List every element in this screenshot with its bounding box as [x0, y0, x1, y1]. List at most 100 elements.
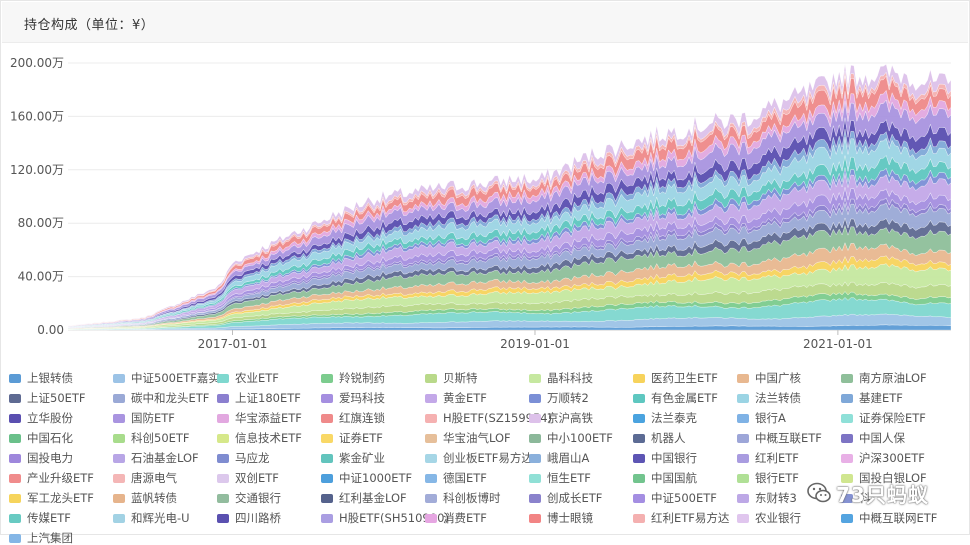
legend-item[interactable]: 中国国航 — [633, 471, 697, 485]
legend-swatch — [633, 433, 645, 443]
legend-item[interactable]: 中证1000ETF — [321, 471, 412, 485]
legend-item[interactable]: 中概互联ETF — [737, 431, 822, 445]
legend-item[interactable]: 创成长ETF — [529, 491, 602, 505]
legend-item[interactable]: 中国广核 — [737, 371, 801, 385]
legend-item[interactable]: 传媒ETF — [9, 511, 71, 525]
legend-item[interactable]: 羚锐制药 — [321, 371, 385, 385]
legend-item[interactable]: 德国ETF — [425, 471, 487, 485]
legend-item[interactable]: 上汽集团 — [9, 531, 73, 545]
legend-item[interactable]: 爱玛科技 — [321, 391, 385, 405]
legend-label: 红利基金LOF — [339, 491, 407, 505]
legend-label: 双创ETF — [235, 471, 279, 485]
legend-item[interactable]: 证券保险ETF — [841, 411, 926, 425]
legend-item[interactable]: 立华股份 — [9, 411, 73, 425]
legend-label: 法兰泰克 — [651, 411, 697, 425]
legend-item[interactable]: 贝斯特 — [425, 371, 478, 385]
legend-item[interactable]: 信息技术ETF — [217, 431, 302, 445]
legend-item[interactable]: 科创50ETF — [113, 431, 190, 445]
legend-item[interactable]: 军工龙头ETF — [9, 491, 94, 505]
legend-item[interactable]: 和辉光电-U — [113, 511, 190, 525]
legend-item[interactable]: 博士眼镜 — [529, 511, 593, 525]
legend-swatch — [321, 473, 333, 483]
legend-item[interactable]: 恒生ETF — [529, 471, 591, 485]
legend-item[interactable]: 有色金属ETF — [633, 391, 718, 405]
legend-item[interactable]: 农业银行 — [737, 511, 801, 525]
legend-swatch — [217, 493, 229, 503]
legend-swatch — [529, 453, 541, 463]
legend-swatch — [217, 513, 229, 523]
legend-item[interactable]: 中国人保 — [841, 431, 905, 445]
legend-item[interactable]: 基建ETF — [841, 391, 903, 405]
legend-item[interactable]: 京沪高铁 — [529, 411, 593, 425]
legend-item[interactable]: 中国银行 — [633, 451, 697, 465]
legend-item[interactable]: 上银转债 — [9, 371, 73, 385]
legend-item[interactable]: 晶科科技 — [529, 371, 593, 385]
legend-item[interactable]: 峨眉山A — [529, 451, 589, 465]
legend-swatch — [321, 513, 333, 523]
series-layers — [67, 64, 952, 331]
legend-item[interactable]: 沪深300ETF — [841, 451, 925, 465]
legend-item[interactable]: 红旗连锁 — [321, 411, 385, 425]
legend-swatch — [113, 513, 125, 523]
legend-swatch — [217, 453, 229, 463]
legend-item[interactable]: 四川路桥 — [217, 511, 281, 525]
legend-item[interactable]: 科 — [841, 491, 871, 505]
legend-item[interactable]: 国投白银LOF — [841, 471, 927, 485]
legend-item[interactable]: 蓝帆转债 — [113, 491, 177, 505]
legend-label: 中国银行 — [651, 451, 697, 465]
legend-item[interactable]: 国投电力 — [9, 451, 73, 465]
legend-swatch — [633, 453, 645, 463]
legend-item[interactable]: 机器人 — [633, 431, 686, 445]
legend-item[interactable]: 东财转3 — [737, 491, 797, 505]
legend-item[interactable]: 红利ETF — [737, 451, 799, 465]
legend-label: 德国ETF — [443, 471, 487, 485]
legend-item[interactable]: 紫金矿业 — [321, 451, 385, 465]
legend-item[interactable]: 石油基金LOF — [113, 451, 199, 465]
legend-label: 四川路桥 — [235, 511, 281, 525]
legend-swatch — [529, 373, 541, 383]
y-tick-label: 80.00万 — [18, 216, 64, 230]
legend-swatch — [633, 393, 645, 403]
legend-item[interactable]: 中证500ETF — [633, 491, 717, 505]
legend-item[interactable]: 法兰泰克 — [633, 411, 697, 425]
legend-item[interactable]: 银行ETF — [737, 471, 799, 485]
legend-item[interactable]: 红利基金LOF — [321, 491, 407, 505]
legend-item[interactable]: 南方原油LOF — [841, 371, 927, 385]
legend-label: 上汽集团 — [27, 531, 73, 545]
legend-item[interactable]: 华宝添益ETF — [217, 411, 302, 425]
legend-item[interactable]: 消费ETF — [425, 511, 487, 525]
series-area[interactable] — [67, 64, 952, 327]
legend-item[interactable]: 红利ETF易方达 — [633, 511, 729, 525]
legend-item[interactable]: 中小100ETF — [529, 431, 613, 445]
stacked-area-chart[interactable]: 0.00 40.00万 80.00万 120.00万 160.00万 200.00万 201… — [1, 43, 969, 369]
legend-item[interactable]: 马应龙 — [217, 451, 270, 465]
legend-item[interactable]: H股ETF(SZ159954) — [425, 411, 552, 425]
legend-item[interactable]: 医药卫生ETF — [633, 371, 718, 385]
legend-item[interactable]: 双创ETF — [217, 471, 279, 485]
legend-label: 国投白银LOF — [859, 471, 927, 485]
legend-item[interactable]: 法兰转债 — [737, 391, 801, 405]
legend-item[interactable]: 证券ETF — [321, 431, 383, 445]
legend-item[interactable]: 产业升级ETF — [9, 471, 94, 485]
legend-item[interactable]: 华宝油气LOF — [425, 431, 511, 445]
legend-item[interactable]: 国防ETF — [113, 411, 175, 425]
legend-item[interactable]: 银行A — [737, 411, 786, 425]
legend-item[interactable]: 碳中和龙头ETF — [113, 391, 209, 405]
legend-item[interactable]: 中国石化 — [9, 431, 73, 445]
legend-item[interactable]: 中证500ETF嘉实 — [113, 371, 220, 385]
legend-swatch — [321, 413, 333, 423]
legend-item[interactable]: 上证50ETF — [9, 391, 86, 405]
legend-item[interactable]: H股ETF(SH510900) — [321, 511, 449, 525]
legend-item[interactable]: 唐源电气 — [113, 471, 177, 485]
legend-item[interactable]: 农业ETF — [217, 371, 279, 385]
legend-swatch — [529, 513, 541, 523]
legend-label: 立华股份 — [27, 411, 73, 425]
legend-item[interactable]: 中概互联网ETF — [841, 511, 937, 525]
legend-item[interactable]: 交通银行 — [217, 491, 281, 505]
legend-item[interactable]: 创业板ETF易方达 — [425, 451, 533, 465]
legend-item[interactable]: 黄金ETF — [425, 391, 487, 405]
legend-item[interactable]: 科创板博时 — [425, 491, 501, 505]
legend-label: 有色金属ETF — [651, 391, 718, 405]
legend-item[interactable]: 上证180ETF — [217, 391, 301, 405]
legend-item[interactable]: 万顺转2 — [529, 391, 589, 405]
